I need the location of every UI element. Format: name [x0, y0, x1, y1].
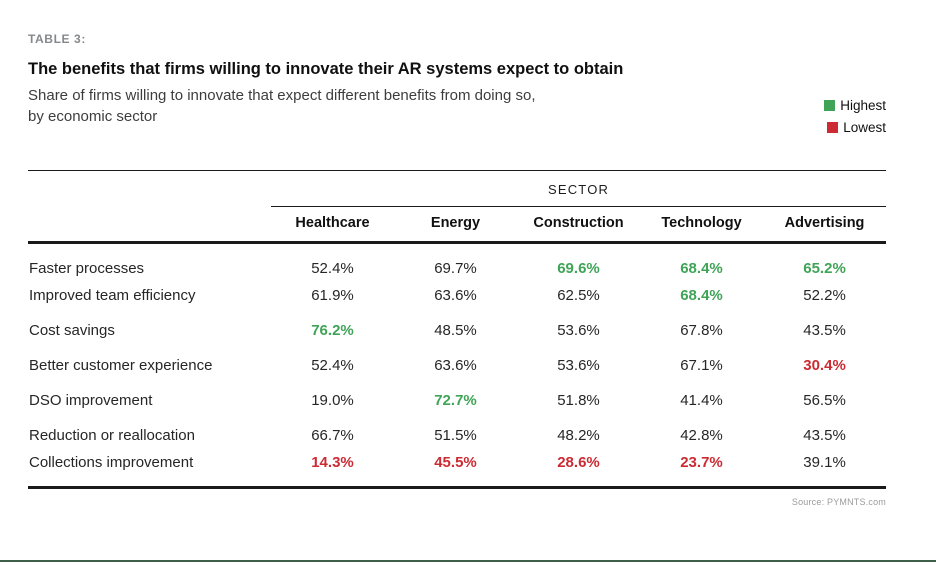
green-square-icon [824, 100, 836, 111]
value-cell: 67.8% [680, 321, 723, 339]
figure-subtitle: Share of firms willing to innovate that … [28, 85, 886, 127]
value-cell: 48.2% [557, 426, 600, 444]
subtitle-line-2: by economic sector [28, 108, 158, 125]
column-header-healthcare: Healthcare [271, 206, 394, 244]
table-number-label: TABLE 3: [28, 32, 86, 46]
value-cell: 69.7% [434, 259, 477, 277]
value-cell: 28.6% [557, 453, 600, 471]
value-cell: 39.1% [803, 453, 846, 471]
value-cell: 65.2% [803, 259, 846, 277]
legend-label-highest: Highest [840, 98, 886, 113]
subtitle-line-1: Share of firms willing to innovate that … [28, 87, 536, 104]
value-cell: 68.4% [680, 259, 723, 277]
legend-item-highest: Highest [824, 98, 886, 113]
benefits-by-sector-table: SECTOR Healthcare Energy Construction Te… [28, 170, 887, 489]
value-cell: 56.5% [803, 391, 846, 409]
value-cell: 42.8% [680, 426, 723, 444]
table-row: Cost savings 76.2% 48.5% 53.6% 67.8% 43.… [28, 313, 886, 348]
value-cell: 41.4% [680, 391, 723, 409]
value-cell: 14.3% [311, 453, 354, 471]
table-row: Better customer experience 52.4% 63.6% 5… [28, 348, 886, 383]
value-cell: 53.6% [557, 356, 600, 374]
value-cell: 51.8% [557, 391, 600, 409]
value-cell: 53.6% [557, 321, 600, 339]
table-row: Improved team efficiency 61.9% 63.6% 62.… [28, 278, 886, 313]
sector-group-header: SECTOR [271, 170, 887, 207]
row-label: Reduction or reallocation [29, 426, 195, 444]
value-cell: 66.7% [311, 426, 354, 444]
table-row: Collections improvement 14.3% 45.5% 28.6… [28, 453, 886, 488]
value-cell: 63.6% [434, 286, 477, 304]
column-header-construction: Construction [517, 206, 640, 244]
value-cell: 62.5% [557, 286, 600, 304]
page-bottom-rule [0, 560, 936, 562]
value-cell: 68.4% [680, 286, 723, 304]
value-cell: 45.5% [434, 453, 477, 471]
legend-item-lowest: Lowest [824, 120, 886, 135]
value-cell: 23.7% [680, 453, 723, 471]
column-header-advertising: Advertising [763, 206, 887, 244]
value-cell: 72.7% [434, 391, 477, 409]
source-attribution: Source: PYMNTS.com [791, 497, 886, 507]
value-cell: 52.4% [311, 259, 354, 277]
value-cell: 48.5% [434, 321, 477, 339]
value-cell: 63.6% [434, 356, 477, 374]
value-cell: 69.6% [557, 259, 600, 277]
row-label: Cost savings [29, 321, 115, 339]
value-cell: 67.1% [680, 356, 723, 374]
corner-cell [28, 170, 271, 207]
legend: Highest Lowest [824, 98, 886, 142]
row-label: Collections improvement [29, 453, 194, 471]
value-cell: 43.5% [803, 321, 846, 339]
value-cell: 76.2% [311, 321, 354, 339]
column-header-row: Healthcare Energy Construction Technolog… [28, 206, 887, 244]
table-row: DSO improvement 19.0% 72.7% 51.8% 41.4% … [28, 383, 886, 418]
value-cell: 19.0% [311, 391, 354, 409]
row-label: DSO improvement [29, 391, 153, 409]
row-label: Improved team efficiency [29, 286, 196, 304]
table-row: Reduction or reallocation 66.7% 51.5% 48… [28, 418, 886, 453]
figure-title: The benefits that firms willing to innov… [28, 60, 624, 78]
legend-label-lowest: Lowest [843, 120, 886, 135]
sector-group-row: SECTOR [28, 170, 887, 207]
red-square-icon [827, 122, 839, 133]
value-cell: 61.9% [311, 286, 354, 304]
figure-content: TABLE 3: The benefits that firms willing… [28, 32, 887, 507]
column-header-energy: Energy [394, 206, 517, 244]
column-header-technology: Technology [640, 206, 763, 244]
table-row: Faster processes 52.4% 69.7% 69.6% 68.4%… [28, 243, 886, 278]
value-cell: 43.5% [803, 426, 846, 444]
value-cell: 30.4% [803, 356, 846, 374]
value-cell: 52.4% [311, 356, 354, 374]
value-cell: 51.5% [434, 426, 477, 444]
value-cell: 52.2% [803, 286, 846, 304]
corner-cell [28, 206, 271, 244]
row-label: Better customer experience [29, 356, 213, 374]
row-label: Faster processes [29, 259, 145, 277]
